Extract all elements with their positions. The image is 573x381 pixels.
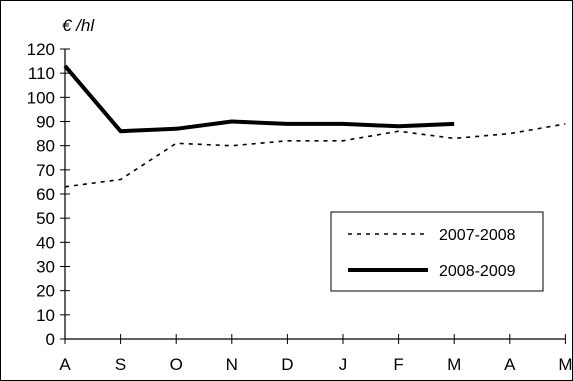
x-tick-label: O xyxy=(170,355,183,374)
series-line-2007-2008 xyxy=(64,123,566,188)
x-tick-label: A xyxy=(504,355,516,374)
y-tick-label: 60 xyxy=(36,185,55,204)
axes: 0 10 20 30 40 50 60 70 80 90 100 110 120 A S O N D J F M A M xyxy=(27,40,573,374)
x-tick-label: D xyxy=(281,355,293,374)
legend-label-2007-2008: 2007-2008 xyxy=(439,227,516,244)
x-tick-label: M xyxy=(447,355,461,374)
y-tick-label: 90 xyxy=(36,113,55,132)
y-tick-label: 80 xyxy=(36,137,55,156)
y-tick-label: 50 xyxy=(36,209,55,228)
y-tick-label: 10 xyxy=(36,306,55,325)
x-tick-label: N xyxy=(226,355,238,374)
y-tick-label: 70 xyxy=(36,161,55,180)
y-tick-label: 120 xyxy=(27,40,55,59)
x-tick-label: F xyxy=(393,355,403,374)
y-tick-label: 110 xyxy=(28,64,55,83)
legend-box xyxy=(330,211,544,292)
x-tick-label: M xyxy=(558,355,572,374)
series-layer xyxy=(63,64,566,188)
y-tick-label: 40 xyxy=(36,233,55,252)
y-tick-label: 30 xyxy=(36,258,55,277)
x-tick-label: A xyxy=(59,355,71,374)
y-tick-label: 0 xyxy=(46,330,55,349)
y-axis-unit-label: € /hl xyxy=(62,16,95,35)
x-tick-label: J xyxy=(339,355,348,374)
legend: 2007-2008 2008-2009 xyxy=(330,211,544,292)
y-tick-label: 20 xyxy=(36,282,55,301)
x-tick-label: S xyxy=(115,355,126,374)
series-line-2008-2009 xyxy=(63,64,455,134)
y-tick-label: 100 xyxy=(27,88,55,107)
legend-label-2008-2009: 2008-2009 xyxy=(439,263,516,280)
